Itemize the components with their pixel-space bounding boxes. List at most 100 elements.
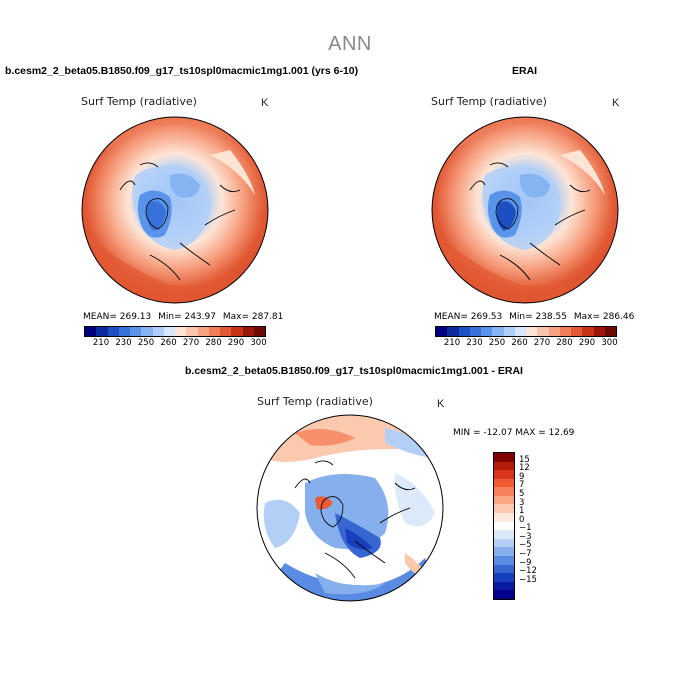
- colorbar-segment: [494, 581, 514, 591]
- colorbar-segment: [492, 327, 504, 336]
- colorbar-segment: [494, 453, 514, 462]
- colorbar-segment: [130, 327, 142, 336]
- colorbar-tick-label: 300: [250, 338, 267, 348]
- colorbar-segment: [96, 327, 108, 336]
- colorbar-segment: [152, 327, 164, 336]
- colorbar-tick-label: −3: [519, 531, 532, 542]
- colorbar-tick-label: −1: [519, 523, 532, 534]
- colorbar-tick-label: −5: [519, 540, 532, 551]
- colorbar-segment: [514, 327, 526, 336]
- colorbar-segment: [548, 327, 560, 336]
- panel2-colorbar: [435, 326, 617, 337]
- colorbar-segment: [197, 327, 209, 336]
- page-title: ANN: [328, 33, 372, 55]
- colorbar-tick-label: 280: [205, 338, 222, 348]
- colorbar-segment: [141, 327, 153, 336]
- colorbar-segment: [604, 327, 616, 336]
- colorbar-segment: [163, 327, 175, 336]
- panel2-units: K: [612, 97, 620, 109]
- panel2-variable-title: Surf Temp (radiative): [431, 95, 547, 108]
- panel1-colorbar: [84, 326, 266, 337]
- colorbar-tick-label: 250: [488, 338, 506, 348]
- colorbar-segment: [494, 495, 514, 505]
- colorbar-segment: [503, 327, 515, 336]
- colorbar-segment: [537, 327, 549, 336]
- colorbar-segment: [494, 530, 514, 539]
- colorbar-tick-label: 210: [443, 338, 461, 348]
- colorbar-segment: [593, 327, 605, 336]
- colorbar-segment: [571, 327, 583, 336]
- panel2-polar-map: [431, 116, 619, 304]
- colorbar-segment: [494, 461, 514, 471]
- colorbar-segment: [242, 327, 254, 336]
- panel3-minmax: MIN = -12.07 MAX = 12.69: [453, 428, 575, 438]
- colorbar-segment: [118, 327, 130, 336]
- colorbar-tick-label: 280: [556, 338, 573, 348]
- colorbar-segment: [85, 327, 97, 336]
- colorbar-segment: [458, 327, 470, 336]
- colorbar-tick-label: 210: [92, 338, 110, 348]
- colorbar-tick-label: −9: [519, 557, 532, 568]
- colorbar-tick-label: 290: [227, 338, 245, 348]
- colorbar-segment: [186, 327, 198, 336]
- panel1-polar-map: [81, 116, 269, 304]
- colorbar-tick-label: 12: [519, 463, 530, 474]
- colorbar-segment: [494, 590, 514, 599]
- colorbar-segment: [494, 555, 514, 565]
- colorbar-tick-label: −12: [519, 566, 537, 577]
- panel3-polar-map: [256, 414, 444, 602]
- panel2-case-title: ERAI: [512, 65, 538, 77]
- colorbar-segment: [494, 573, 514, 582]
- colorbar-segment: [559, 327, 571, 336]
- colorbar-segment: [494, 470, 514, 479]
- colorbar-tick-label: −15: [519, 574, 537, 585]
- colorbar-segment: [494, 547, 514, 556]
- colorbar-tick-label: 290: [578, 338, 596, 348]
- colorbar-segment: [436, 327, 448, 336]
- colorbar-segment: [494, 521, 514, 531]
- colorbar-segment: [447, 327, 459, 336]
- panel1-units: K: [261, 97, 269, 109]
- colorbar-segment: [494, 538, 514, 548]
- colorbar-tick-label: 230: [466, 338, 483, 348]
- colorbar-segment: [494, 487, 514, 496]
- colorbar-tick-label: 1: [519, 506, 525, 517]
- colorbar-tick-label: 300: [601, 338, 618, 348]
- colorbar-segment: [494, 513, 514, 522]
- panel1-stats: MEAN= 269.13 Min= 243.97 Max= 287.81: [83, 312, 287, 322]
- colorbar-tick-label: −7: [519, 549, 532, 560]
- panel1-max: Max= 287.81: [222, 312, 284, 322]
- panel2-min: Min= 238.55: [509, 312, 567, 322]
- panel3-case-title: b.cesm2_2_beta05.B1850.f09_g17_ts10spl0m…: [185, 365, 523, 377]
- colorbar-tick-label: 9: [519, 471, 525, 482]
- panel1-mean: MEAN= 269.13: [83, 312, 152, 322]
- colorbar-segment: [494, 478, 514, 488]
- colorbar-tick-label: 260: [160, 338, 177, 348]
- colorbar-tick-label: 270: [182, 338, 200, 348]
- panel2-stats: MEAN= 269.53 Min= 238.55 Max= 286.46: [434, 312, 638, 322]
- colorbar-segment: [175, 327, 187, 336]
- colorbar-segment: [231, 327, 243, 336]
- panel1-case-title: b.cesm2_2_beta05.B1850.f09_g17_ts10spl0m…: [5, 65, 359, 77]
- colorbar-segment: [494, 504, 514, 514]
- colorbar-segment: [582, 327, 594, 336]
- colorbar-tick-label: 0: [519, 514, 525, 525]
- colorbar-segment: [107, 327, 119, 336]
- colorbar-tick-label: 5: [519, 488, 525, 499]
- panel3-variable-title: Surf Temp (radiative): [257, 395, 373, 408]
- colorbar-segment: [220, 327, 232, 336]
- colorbar-segment: [208, 327, 220, 336]
- panel2-max: Max= 286.46: [573, 312, 635, 322]
- colorbar-segment: [494, 564, 514, 574]
- panel1-variable-title: Surf Temp (radiative): [81, 95, 197, 108]
- colorbar-tick-label: 230: [115, 338, 132, 348]
- panel3-units: K: [437, 398, 445, 410]
- colorbar-segment: [469, 327, 481, 336]
- panel3-colorbar: [493, 452, 515, 600]
- colorbar-tick-label: 260: [511, 338, 528, 348]
- colorbar-segment: [253, 327, 265, 336]
- colorbar-tick-label: 7: [519, 480, 525, 491]
- colorbar-tick-label: 270: [533, 338, 551, 348]
- colorbar-segment: [481, 327, 493, 336]
- panel2-mean: MEAN= 269.53: [434, 312, 503, 322]
